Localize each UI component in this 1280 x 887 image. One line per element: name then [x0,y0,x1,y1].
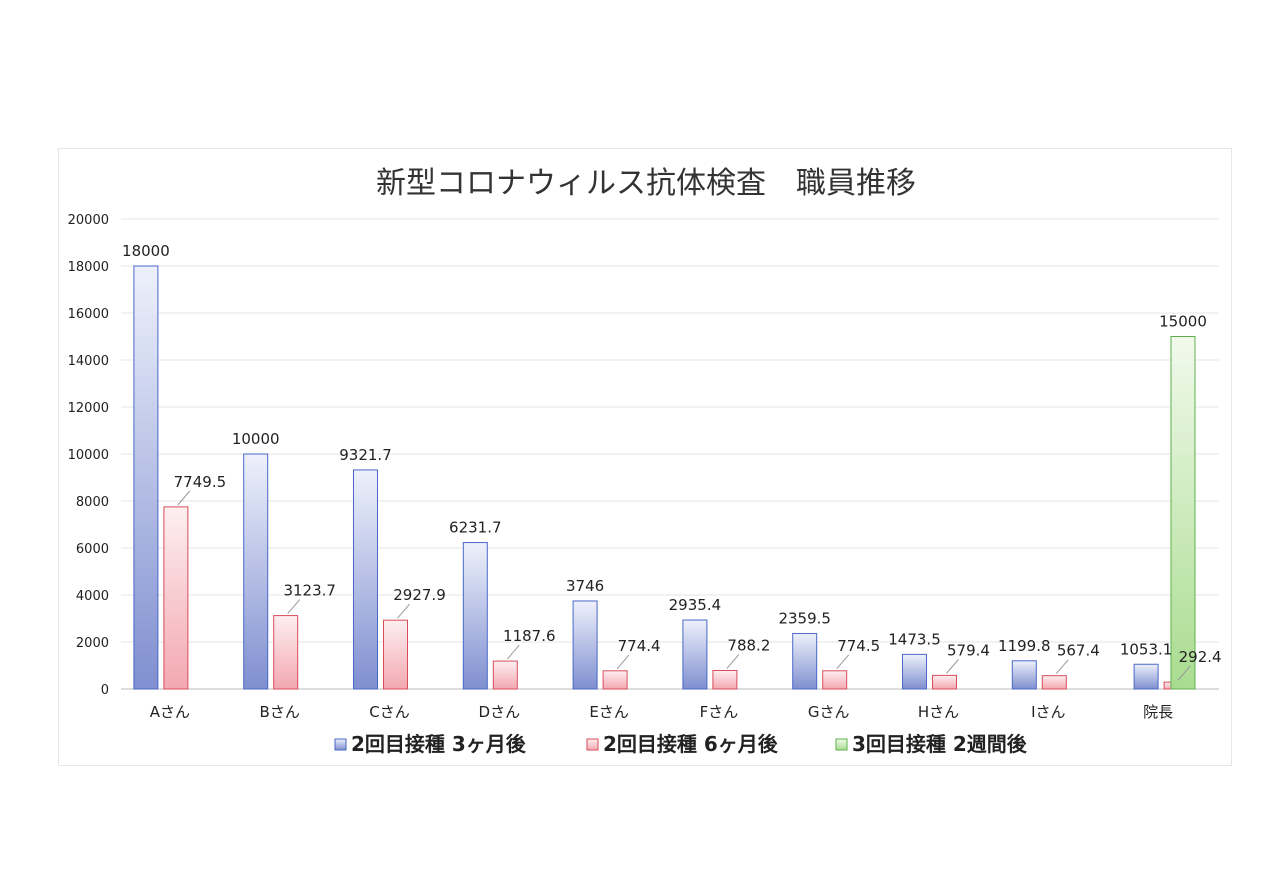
bar-series-1 [1011,660,1037,690]
bar-series-2 [163,506,189,690]
y-tick-label: 10000 [68,448,109,463]
y-tick-label: 18000 [68,260,109,275]
y-tick-label: 2000 [76,636,109,651]
legend-swatch [835,738,848,751]
x-tick-label: Eさん [589,703,628,721]
data-label: 18000 [122,242,170,260]
leader-line [397,603,410,619]
x-tick-label: Bさん [260,703,300,721]
bar-series-2 [932,674,957,690]
bar-series-3 [1170,336,1196,690]
data-label: 774.4 [618,637,661,655]
bar-series-1 [1133,663,1159,690]
bar-series-1 [243,453,269,690]
y-tick-label: 0 [101,683,109,698]
bar-series-1 [572,600,598,690]
bar-series-1 [462,542,488,690]
data-label: 292.4 [1179,648,1222,666]
leader-line [1177,665,1191,681]
data-label: 15000 [1159,313,1207,331]
leader-line [836,654,850,670]
legend-label: 2回目接種 6ヶ月後 [603,732,779,756]
bar-series-2 [712,669,738,690]
data-label: 10000 [232,430,280,448]
data-label: 2359.5 [778,610,831,628]
x-tick-label: 院長 [1143,703,1173,721]
bar-series-2 [383,619,408,690]
bar-chart: 新型コロナウィルス抗体検査 職員推移 0 2000 4000 6000 8000 1000… [68,166,1222,756]
legend-label: 3回目接種 2週間後 [852,732,1028,756]
chart-frame: 新型コロナウィルス抗体検査 職員推移 0 2000 4000 6000 8000 1000… [58,148,1232,766]
leader-line [287,599,301,614]
data-label: 567.4 [1057,642,1100,660]
bar-series-2 [822,670,848,690]
data-label: 1473.5 [888,630,941,648]
bar-series-1 [902,653,927,690]
y-tick-label: 14000 [68,354,109,369]
x-tick-label: Aさん [150,703,190,721]
data-label: 9321.7 [339,446,392,464]
x-tick-label: Fさん [700,703,739,721]
chart-title: 新型コロナウィルス抗体検査 職員推移 [376,166,916,201]
x-tick-label: Dさん [479,703,521,721]
bar-series-2 [1041,675,1067,690]
data-label: 1199.8 [998,637,1051,655]
bar-series-1 [353,469,378,690]
leader-line [946,659,959,674]
y-tick-label: 20000 [68,213,109,228]
y-tick-label: 6000 [76,542,109,557]
data-label: 1187.6 [503,627,556,645]
leader-line [726,654,740,669]
leader-line [616,654,630,670]
y-tick-label: 16000 [68,307,109,322]
legend-label: 2回目接種 3ヶ月後 [351,732,527,756]
y-tick-label: 8000 [76,495,109,510]
data-label: 3123.7 [283,582,336,600]
leader-line [1055,659,1069,674]
y-tick-label: 4000 [76,589,109,604]
bar-series-1 [133,265,159,690]
legend-swatch [334,738,347,751]
bar-series-2 [492,660,518,690]
data-label: 2927.9 [393,586,446,604]
data-label: 3746 [566,577,604,595]
data-label: 774.5 [837,637,880,655]
leader-line [177,490,191,506]
data-label: 7749.5 [174,473,227,491]
bar-series-2 [602,670,628,690]
data-label: 1053.1 [1120,640,1173,658]
x-tick-label: Cさん [369,703,409,721]
data-label: 579.4 [947,641,990,659]
y-tick-label: 12000 [68,401,109,416]
x-tick-label: Iさん [1031,703,1065,721]
data-label: 6231.7 [449,519,502,537]
leader-line [506,644,520,660]
bar-series-1 [792,633,818,690]
bar-series-1 [682,619,708,690]
x-tick-label: Hさん [918,703,959,721]
legend-swatch [586,738,599,751]
bar-series-2 [273,615,299,690]
data-label: 788.2 [727,636,770,654]
data-label: 2935.4 [669,596,722,614]
x-tick-label: Gさん [808,703,850,721]
